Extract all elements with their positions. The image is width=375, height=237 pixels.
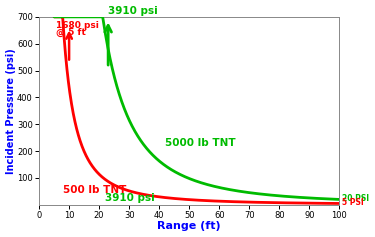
Text: @ 5 ft: @ 5 ft: [56, 27, 86, 37]
Text: 20 PSI: 20 PSI: [342, 194, 369, 203]
X-axis label: Range (ft): Range (ft): [158, 221, 221, 232]
Text: 500 lb TNT: 500 lb TNT: [63, 185, 126, 195]
Text: 5000 lb TNT: 5000 lb TNT: [165, 138, 236, 148]
Text: 1680 psi: 1680 psi: [56, 21, 99, 30]
Text: 5 PSI: 5 PSI: [342, 198, 364, 207]
Text: 3910 psi: 3910 psi: [105, 193, 155, 203]
Y-axis label: Incident Pressure (psi): Incident Pressure (psi): [6, 48, 15, 174]
Text: 3910 psi: 3910 psi: [108, 5, 158, 15]
